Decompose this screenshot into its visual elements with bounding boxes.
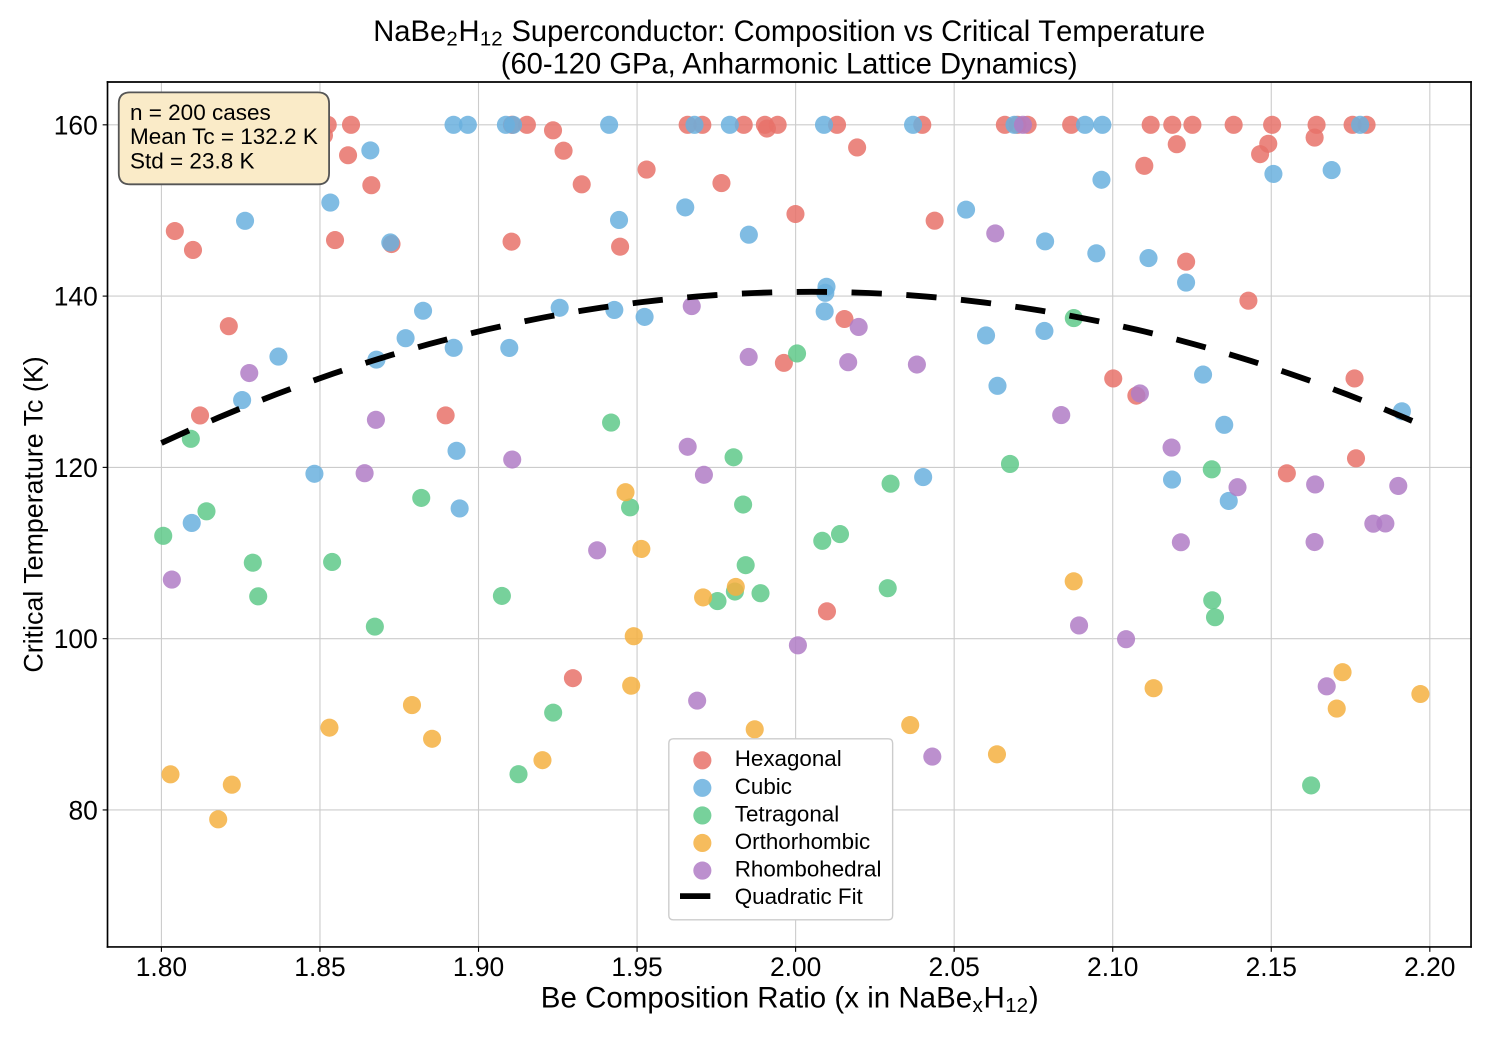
svg-text:Mean Tc = 132.2 K: Mean Tc = 132.2 K xyxy=(130,124,318,149)
svg-text:2.05: 2.05 xyxy=(928,952,979,982)
svg-text:140: 140 xyxy=(54,282,98,312)
svg-text:n = 200 cases: n = 200 cases xyxy=(130,100,271,125)
svg-text:1.85: 1.85 xyxy=(294,952,345,982)
svg-text:Critical Temperature Tc (K): Critical Temperature Tc (K) xyxy=(19,356,49,672)
svg-text:120: 120 xyxy=(54,453,98,483)
svg-text:Quadratic Fit: Quadratic Fit xyxy=(735,884,864,909)
svg-text:100: 100 xyxy=(54,624,98,654)
svg-text:Cubic: Cubic xyxy=(735,774,792,799)
svg-text:1.80: 1.80 xyxy=(136,952,187,982)
svg-text:1.95: 1.95 xyxy=(611,952,662,982)
svg-text:2.15: 2.15 xyxy=(1246,952,1297,982)
svg-text:2.00: 2.00 xyxy=(770,952,821,982)
svg-text:1.90: 1.90 xyxy=(453,952,504,982)
svg-text:Tetragonal: Tetragonal xyxy=(735,801,839,826)
svg-text:2.10: 2.10 xyxy=(1087,952,1138,982)
svg-text:Hexagonal: Hexagonal xyxy=(735,746,842,771)
svg-text:2.20: 2.20 xyxy=(1404,952,1455,982)
svg-text:160: 160 xyxy=(54,110,98,140)
svg-text:B e C: B e C o m p o s i t i o n R a t i o ( x xyxy=(541,981,1045,1017)
svg-text:(60-120 GPa, Anharmonic Lattic: (60-120 GPa, Anharmonic Lattice Dynamics… xyxy=(501,49,1078,81)
svg-text:Rhombohedral: Rhombohedral xyxy=(735,856,882,881)
svg-text:Std = 23.8 K: Std = 23.8 K xyxy=(130,148,254,173)
svg-text:80: 80 xyxy=(68,796,97,826)
svg-text:Orthorhombic: Orthorhombic xyxy=(735,829,870,854)
